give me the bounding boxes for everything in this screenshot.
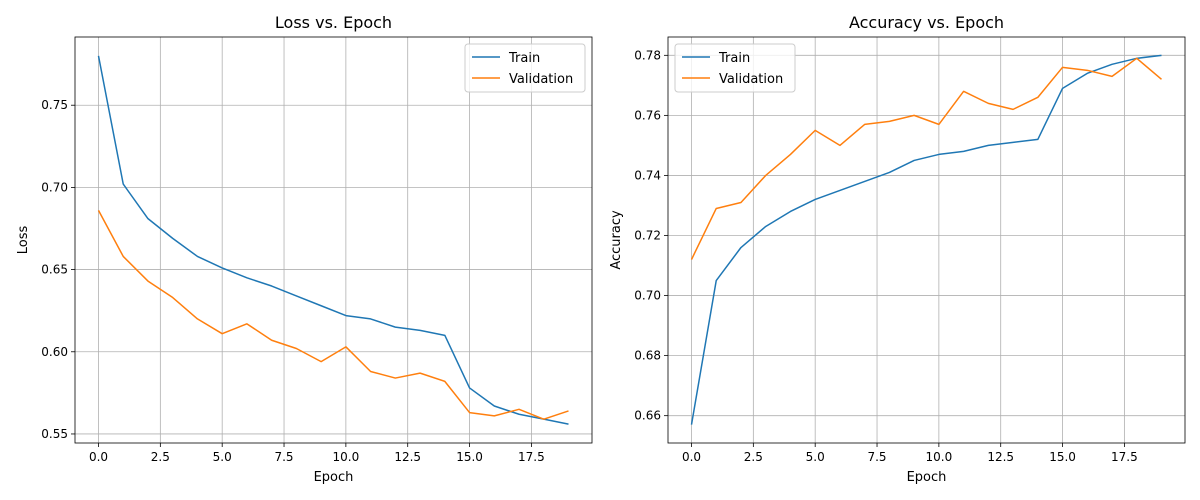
chart-title: Loss vs. Epoch [275, 13, 392, 32]
x-tick-label: 5.0 [213, 450, 232, 464]
x-tick-label: 15.0 [1049, 450, 1076, 464]
x-tick-label: 15.0 [456, 450, 483, 464]
y-tick-label: 0.55 [41, 427, 68, 441]
series-line-train [97, 55, 569, 425]
y-tick-label: 0.75 [41, 98, 68, 112]
x-tick-label: 2.5 [151, 450, 170, 464]
y-tick-label: 0.70 [41, 180, 68, 194]
legend-box [674, 43, 796, 93]
chart-title: Accuracy vs. Epoch [849, 13, 1004, 32]
x-axis-label: Epoch [907, 470, 947, 485]
legend-label-train: Train [508, 51, 540, 66]
x-tick-label: 5.0 [806, 450, 825, 464]
y-tick-label: 0.60 [41, 345, 68, 359]
y-tick-label: 0.66 [634, 409, 661, 423]
grid [75, 37, 592, 443]
x-tick-label: 0.0 [89, 450, 108, 464]
x-tick-label: 12.5 [987, 450, 1014, 464]
y-tick-label: 0.76 [634, 108, 661, 122]
x-tick-label: 10.0 [926, 450, 953, 464]
y-tick-label: 0.72 [634, 228, 661, 242]
axes-frame [667, 36, 1186, 444]
legend-box [464, 43, 586, 93]
x-tick-label: 0.0 [682, 450, 701, 464]
x-tick-label: 12.5 [394, 450, 421, 464]
y-axis-label: Loss [16, 226, 31, 255]
y-tick-label: 0.65 [41, 263, 68, 277]
legend: Train Validation [674, 43, 796, 93]
legend-label-train: Train [718, 51, 750, 66]
chart-1: 0.0 2.5 5.0 7.5 10.0 12.5 15.0 17.5 0.55 0.60 0.65… [16, 13, 593, 485]
x-axis-label: Epoch [314, 470, 354, 485]
axes-frame [74, 36, 593, 444]
x-tick-label: 10.0 [333, 450, 360, 464]
y-tick-label: 0.74 [634, 168, 661, 182]
legend: Train Validation [464, 43, 586, 93]
series-line-validation [97, 210, 569, 420]
y-axis-label: Accuracy [609, 210, 624, 270]
x-tick-label: 17.5 [518, 450, 545, 464]
chart-2: 0.0 2.5 5.0 7.5 10.0 12.5 15.0 17.5 0.66 0.68 0.70… [609, 13, 1186, 485]
x-tick-label: 2.5 [744, 450, 763, 464]
x-tick-label: 17.5 [1111, 450, 1138, 464]
y-tick-label: 0.78 [634, 48, 661, 62]
series-line-validation [690, 57, 1162, 260]
x-tick-label: 7.5 [274, 450, 293, 464]
x-tick-label: 7.5 [867, 450, 886, 464]
grid [668, 37, 1185, 443]
legend-label-validation: Validation [509, 72, 573, 87]
series-line-train [690, 54, 1162, 425]
y-tick-label: 0.70 [634, 289, 661, 303]
y-tick-label: 0.68 [634, 349, 661, 363]
legend-label-validation: Validation [719, 72, 783, 87]
